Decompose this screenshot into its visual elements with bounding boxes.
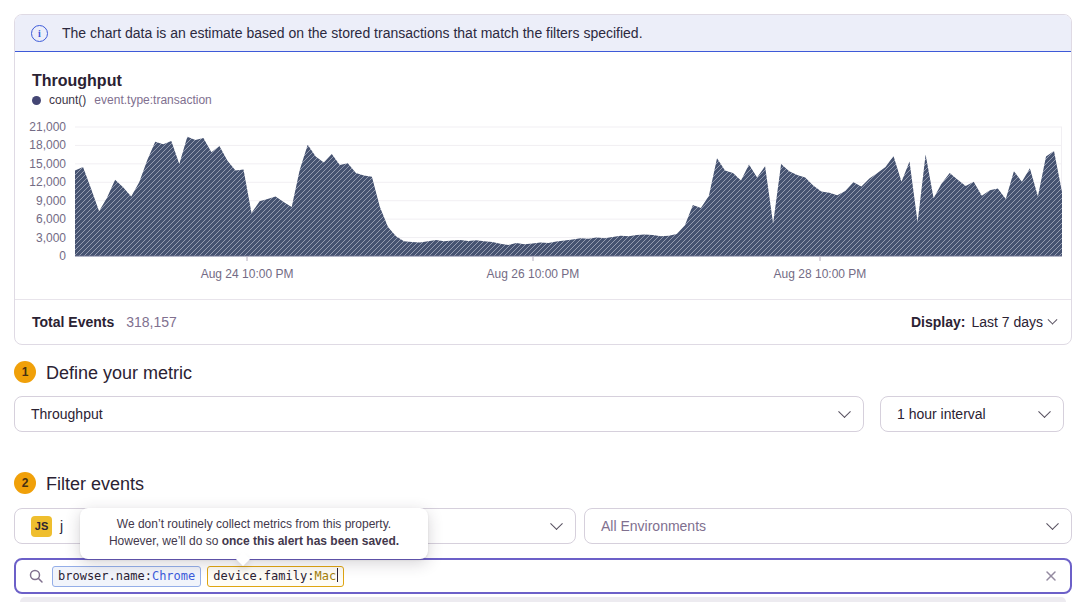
filter-token-browser-name[interactable]: browser.name:Chrome: [52, 566, 201, 587]
display-label: Display:: [911, 314, 965, 330]
text-cursor: [337, 568, 338, 582]
y-axis-tick-label: 9,000: [12, 193, 66, 209]
step-2-badge: 2: [14, 472, 36, 494]
token-key: device.family:: [213, 568, 314, 585]
tooltip-line2-bold: once this alert has been saved.: [222, 534, 399, 548]
legend-metric: count(): [49, 93, 86, 107]
info-icon: i: [31, 25, 48, 42]
section-title-filter-events: Filter events: [46, 474, 144, 495]
metric-select[interactable]: Throughput: [14, 396, 864, 432]
chevron-down-icon: [1038, 405, 1051, 418]
total-events-value: 318,157: [126, 314, 177, 330]
tooltip-line1: We don’t routinely collect metrics from …: [117, 517, 391, 531]
chevron-down-icon: [838, 405, 851, 418]
display-period-dropdown[interactable]: Display: Last 7 days: [911, 314, 1056, 330]
section-title-define-metric: Define your metric: [46, 363, 192, 384]
filter-token-device-family[interactable]: device.family:Mac: [207, 566, 344, 587]
next-panel-edge: [20, 597, 1066, 602]
y-axis-tick-label: 6,000: [12, 211, 66, 227]
total-events: Total Events 318,157: [32, 314, 177, 330]
chart-title: Throughput: [32, 72, 122, 90]
chevron-down-icon: [550, 517, 563, 530]
token-key: browser.name:: [58, 568, 152, 585]
y-axis-tick-label: 0: [12, 248, 66, 264]
throughput-area-chart: [75, 120, 1062, 266]
y-axis-tick-label: 3,000: [12, 230, 66, 246]
y-axis-tick-label: 12,000: [12, 174, 66, 190]
event-filter-search-input[interactable]: browser.name:Chrome device.family:Mac: [14, 558, 1072, 594]
panel-divider: [15, 299, 1071, 300]
environment-select[interactable]: All Environments: [584, 508, 1072, 544]
environment-select-value: All Environments: [601, 518, 1048, 534]
y-axis-tick-label: 18,000: [12, 137, 66, 153]
estimate-info-banner: i The chart data is an estimate based on…: [15, 15, 1071, 52]
interval-select-value: 1 hour interval: [897, 406, 1040, 422]
legend-filter: event.type:transaction: [94, 93, 211, 107]
alert-builder-page: i The chart data is an estimate based on…: [0, 0, 1086, 602]
x-axis-tick-label: Aug 24 10:00 PM: [201, 267, 294, 281]
token-value: Mac: [314, 568, 336, 585]
metrics-collection-tooltip: We don’t routinely collect metrics from …: [80, 508, 428, 559]
javascript-platform-icon: JS: [31, 516, 52, 537]
series-color-dot-icon: [32, 96, 41, 105]
x-axis-tick-label: Aug 28 10:00 PM: [774, 267, 867, 281]
banner-text: The chart data is an estimate based on t…: [62, 25, 643, 41]
close-icon[interactable]: [1044, 569, 1058, 583]
step-1-badge: 1: [14, 361, 36, 383]
chevron-down-icon: [1048, 314, 1058, 324]
metric-select-value: Throughput: [31, 406, 840, 422]
tooltip-line2: However, we’ll do so: [109, 534, 222, 548]
x-axis-tick-label: Aug 26 10:00 PM: [487, 267, 580, 281]
y-axis-tick-label: 21,000: [12, 119, 66, 135]
chevron-down-icon: [1046, 517, 1059, 530]
interval-select[interactable]: 1 hour interval: [880, 396, 1064, 432]
search-icon: [28, 568, 44, 584]
total-events-label: Total Events: [32, 314, 114, 330]
y-axis-tick-label: 15,000: [12, 156, 66, 172]
display-value: Last 7 days: [971, 314, 1043, 330]
token-value: Chrome: [152, 568, 195, 585]
filter-token-list: browser.name:Chrome device.family:Mac: [52, 566, 1036, 587]
chart-legend: count() event.type:transaction: [32, 93, 212, 107]
